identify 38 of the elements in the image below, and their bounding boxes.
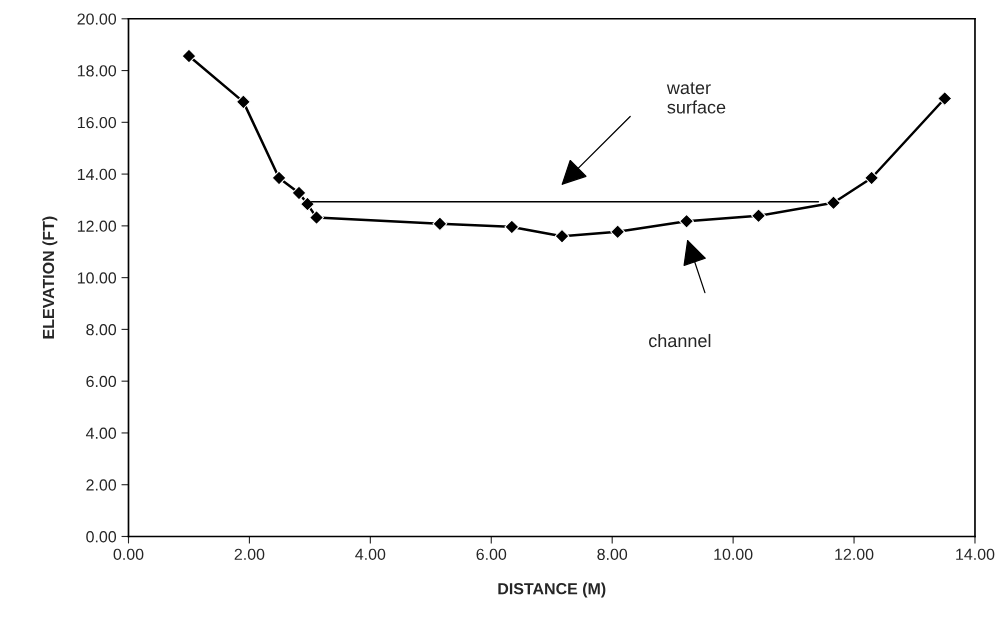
y-tick-label: 8.00	[86, 324, 117, 336]
point	[271, 170, 287, 186]
point	[181, 48, 197, 64]
point	[291, 185, 307, 201]
point	[751, 208, 766, 224]
point	[309, 210, 324, 225]
y-tick-label: 20.00	[77, 13, 117, 25]
point	[554, 228, 570, 244]
x-axis-title: DISTANCE (M)	[498, 582, 606, 598]
y-tick-label: 14.00	[77, 168, 117, 181]
x-tick-label: 0.00	[113, 548, 144, 561]
point	[826, 195, 841, 211]
x-tick-label: 8.00	[597, 548, 628, 561]
point	[504, 219, 520, 235]
point	[235, 94, 251, 110]
x-tick-label: 2.00	[234, 548, 265, 561]
annotation: water surface	[666, 82, 726, 114]
point	[300, 196, 315, 212]
point	[679, 213, 694, 229]
x-tick-label: 6.00	[476, 548, 507, 561]
x-tick-label: 10.00	[714, 548, 753, 561]
point	[432, 216, 448, 232]
y-tick-label: 12.00	[77, 220, 117, 232]
y-tick-label: 2.00	[86, 479, 117, 491]
y-tick-label: 18.00	[77, 65, 117, 77]
point	[937, 91, 953, 106]
point	[864, 170, 879, 186]
y-tick-label: 6.00	[86, 375, 117, 388]
y-tick-label: 0.00	[86, 531, 117, 543]
y-tick-label: 10.00	[77, 272, 117, 284]
annotation: channel	[649, 333, 711, 348]
x-tick-label: 14.00	[956, 548, 995, 561]
y-axis-title: ELEVATION (FT)	[42, 216, 58, 339]
x-tick-label: 12.00	[835, 548, 874, 561]
point	[610, 224, 626, 240]
x-tick-label: 4.00	[355, 548, 386, 561]
y-tick-label: 16.00	[77, 116, 117, 129]
y-tick-label: 4.00	[85, 427, 117, 439]
